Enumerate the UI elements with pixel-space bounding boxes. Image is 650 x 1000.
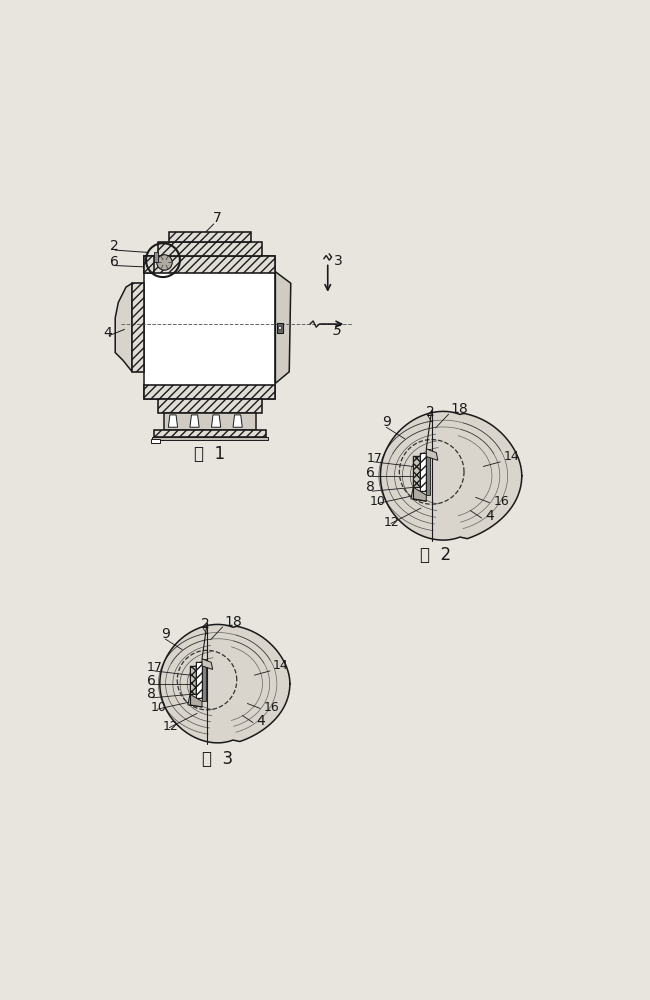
Bar <box>159 399 261 413</box>
Text: 7: 7 <box>213 211 222 225</box>
Bar <box>277 323 283 333</box>
Bar <box>190 666 196 694</box>
Bar <box>144 385 276 399</box>
Polygon shape <box>160 624 290 743</box>
Text: 2: 2 <box>201 617 209 631</box>
Text: 10: 10 <box>150 701 166 714</box>
Text: 6: 6 <box>366 466 375 480</box>
Text: 18: 18 <box>225 615 242 629</box>
Text: 10: 10 <box>370 495 386 508</box>
Bar <box>169 232 251 242</box>
Bar <box>153 430 266 437</box>
Text: 3: 3 <box>334 254 343 268</box>
Text: 5: 5 <box>332 324 341 338</box>
Text: 9: 9 <box>161 627 170 641</box>
Bar <box>132 283 144 372</box>
Bar <box>159 242 261 256</box>
Text: 6: 6 <box>110 255 119 269</box>
Text: 12: 12 <box>384 516 399 529</box>
Polygon shape <box>188 694 202 707</box>
Text: 2: 2 <box>110 239 118 253</box>
Bar <box>420 453 426 491</box>
Polygon shape <box>211 415 221 427</box>
Polygon shape <box>380 411 522 540</box>
Bar <box>144 256 276 273</box>
Bar <box>164 413 256 430</box>
Bar <box>190 666 196 694</box>
Bar <box>159 242 261 256</box>
Text: 图  3: 图 3 <box>202 750 233 768</box>
Polygon shape <box>202 659 213 669</box>
Bar <box>153 430 266 437</box>
Bar <box>196 662 202 698</box>
Text: 4: 4 <box>257 714 265 728</box>
Polygon shape <box>168 415 177 427</box>
Bar <box>202 659 205 701</box>
Text: 17: 17 <box>147 661 162 674</box>
Text: 8: 8 <box>366 480 375 494</box>
Bar <box>413 456 420 487</box>
Bar <box>420 453 426 491</box>
Text: 8: 8 <box>147 687 155 701</box>
Text: 12: 12 <box>162 720 178 733</box>
Bar <box>144 256 276 273</box>
Polygon shape <box>411 487 426 501</box>
Circle shape <box>278 326 281 329</box>
Bar <box>144 256 276 399</box>
Bar <box>159 399 261 413</box>
Text: 14: 14 <box>273 659 289 672</box>
Text: 16: 16 <box>493 495 509 508</box>
Text: 17: 17 <box>366 452 382 465</box>
Text: 图  2: 图 2 <box>420 546 451 564</box>
Text: 4: 4 <box>103 326 112 340</box>
Polygon shape <box>115 283 132 372</box>
Text: 图  1: 图 1 <box>194 445 226 463</box>
Polygon shape <box>276 272 291 383</box>
Text: 2: 2 <box>426 405 434 419</box>
Bar <box>153 252 159 262</box>
Polygon shape <box>426 449 438 460</box>
Polygon shape <box>233 415 242 427</box>
Text: 16: 16 <box>264 701 280 714</box>
Bar <box>169 232 251 242</box>
Circle shape <box>157 255 172 270</box>
Bar <box>413 456 420 487</box>
Bar <box>151 439 160 443</box>
Bar <box>144 256 153 273</box>
Polygon shape <box>190 415 199 427</box>
Text: 18: 18 <box>451 402 469 416</box>
Text: 14: 14 <box>503 450 519 463</box>
Bar <box>144 385 276 399</box>
Text: 9: 9 <box>382 415 391 429</box>
Bar <box>132 283 144 372</box>
Bar <box>426 449 430 495</box>
Text: 4: 4 <box>486 509 495 523</box>
Bar <box>152 437 268 440</box>
Bar <box>144 256 153 273</box>
Text: 6: 6 <box>147 674 155 688</box>
Bar <box>196 662 202 698</box>
